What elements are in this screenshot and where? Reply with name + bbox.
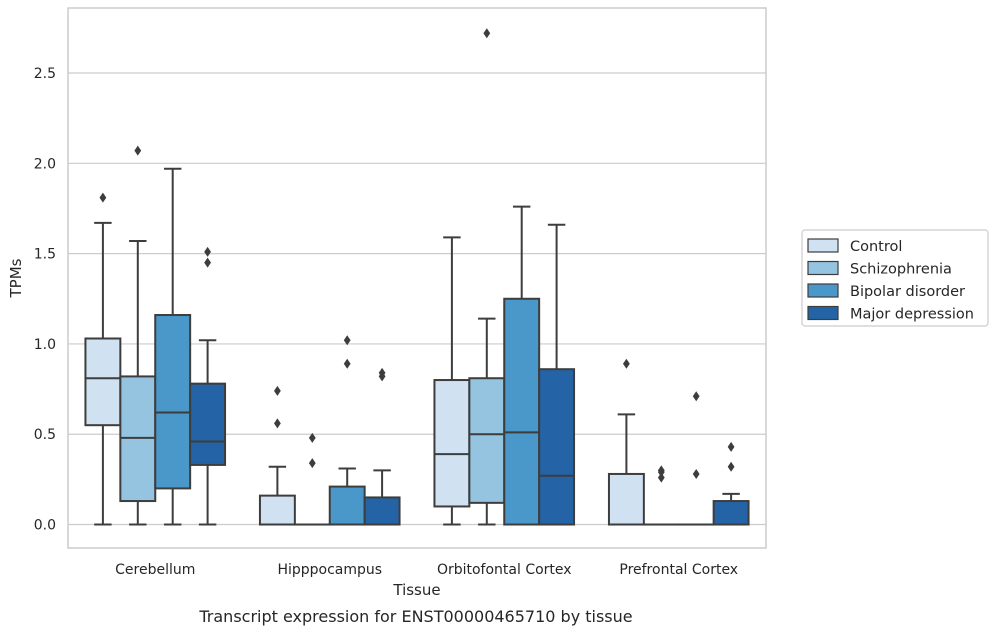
outlier-point xyxy=(623,359,630,369)
legend-label: Control xyxy=(850,239,902,255)
y-tick-label: 0.0 xyxy=(34,518,56,534)
box-control xyxy=(260,386,295,525)
legend-label: Bipolar disorder xyxy=(850,284,965,300)
box-body xyxy=(539,369,574,524)
box-body xyxy=(330,487,365,525)
box-schizophrenia xyxy=(120,146,155,525)
box-bipolar-disorder xyxy=(330,335,365,524)
x-tick-label: Orbitofontal Cortex xyxy=(437,562,572,578)
y-tick-label: 0.5 xyxy=(34,427,56,443)
box-major-depression xyxy=(714,442,749,525)
outlier-point xyxy=(693,391,700,401)
x-tick-label: Prefrontal Cortex xyxy=(619,562,738,578)
box-body xyxy=(260,496,295,525)
box-bipolar-disorder xyxy=(504,207,539,525)
plot-layer xyxy=(85,28,748,524)
y-tick-label: 2.5 xyxy=(34,66,56,82)
box-major-depression xyxy=(539,225,574,525)
outlier-point xyxy=(728,462,735,472)
box-body xyxy=(469,378,504,503)
box-control xyxy=(434,237,469,524)
outlier-point xyxy=(100,193,107,203)
x-axis-label: Tissue xyxy=(392,581,440,599)
box-body xyxy=(155,315,190,488)
box-body xyxy=(609,474,644,525)
y-axis-ticks: 0.0 0.5 1.0 1.5 2.0 2.5 xyxy=(34,66,56,534)
box-body xyxy=(714,501,749,524)
box-major-depression xyxy=(365,368,400,525)
box-body xyxy=(504,299,539,525)
box-schizophrenia xyxy=(295,433,330,525)
x-tick-label: Hipppocampus xyxy=(277,562,382,578)
box-control xyxy=(85,193,120,525)
outlier-point xyxy=(204,247,211,257)
outlier-point xyxy=(658,465,665,475)
outlier-point xyxy=(693,469,700,479)
x-axis-ticks: Cerebellum Hipppocampus Orbitofontal Corte… xyxy=(115,562,738,578)
outlier-point xyxy=(309,458,316,468)
outlier-point xyxy=(344,359,351,369)
box-body xyxy=(85,339,120,426)
box-schizophrenia xyxy=(644,465,679,524)
box-body xyxy=(434,380,469,506)
legend-label: Schizophrenia xyxy=(850,262,952,278)
y-axis-label: TPMs xyxy=(7,258,25,298)
box-bipolar-disorder xyxy=(679,391,714,524)
chart-caption: Transcript expression for ENST0000046571… xyxy=(198,607,632,626)
y-tick-label: 1.0 xyxy=(34,337,56,353)
outlier-point xyxy=(134,146,141,156)
outlier-point xyxy=(274,386,281,396)
box-body xyxy=(190,384,225,465)
legend-swatch xyxy=(808,239,838,252)
y-tick-label: 2.0 xyxy=(34,156,56,172)
legend-label: Major depression xyxy=(850,307,974,323)
x-tick-label: Cerebellum xyxy=(115,562,195,578)
outlier-point xyxy=(204,258,211,268)
box-control xyxy=(609,359,644,525)
legend-swatch xyxy=(808,307,838,320)
legend-swatch xyxy=(808,284,838,297)
outlier-point xyxy=(728,442,735,452)
box-schizophrenia xyxy=(469,28,504,524)
legend: Control Schizophrenia Bipolar disorder Majo… xyxy=(802,230,988,326)
y-tick-label: 1.5 xyxy=(34,247,56,263)
outlier-point xyxy=(483,28,490,38)
box-major-depression xyxy=(190,247,225,525)
box-bipolar-disorder xyxy=(155,169,190,525)
outlier-point xyxy=(274,418,281,428)
box-body xyxy=(365,497,400,524)
legend-swatch xyxy=(808,262,838,275)
